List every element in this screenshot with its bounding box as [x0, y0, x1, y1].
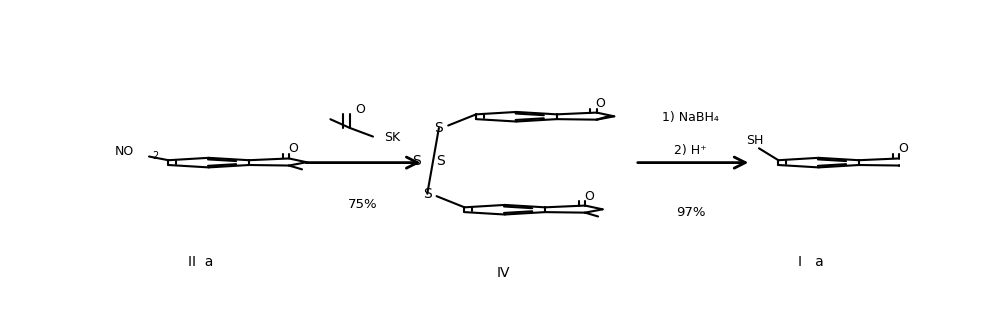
Text: NO: NO	[114, 145, 134, 158]
Text: I   a: I a	[798, 255, 824, 269]
Text: S: S	[435, 121, 443, 135]
Text: 97%: 97%	[676, 206, 706, 219]
Text: II  a: II a	[188, 255, 214, 269]
Text: S: S	[412, 154, 420, 168]
Text: IV: IV	[496, 266, 510, 280]
Text: 1) NaBH₄: 1) NaBH₄	[662, 111, 719, 125]
Text: SK: SK	[384, 131, 400, 144]
Text: SH: SH	[746, 134, 764, 147]
Text: O: O	[288, 142, 298, 156]
Text: O: O	[356, 103, 366, 116]
Text: 2: 2	[152, 151, 158, 161]
Text: O: O	[584, 190, 594, 203]
Text: 2) H⁺: 2) H⁺	[674, 144, 707, 157]
Text: S: S	[436, 154, 445, 168]
Text: O: O	[596, 97, 605, 109]
Text: 75%: 75%	[348, 198, 378, 211]
Text: S: S	[423, 187, 432, 201]
Text: O: O	[898, 142, 908, 156]
